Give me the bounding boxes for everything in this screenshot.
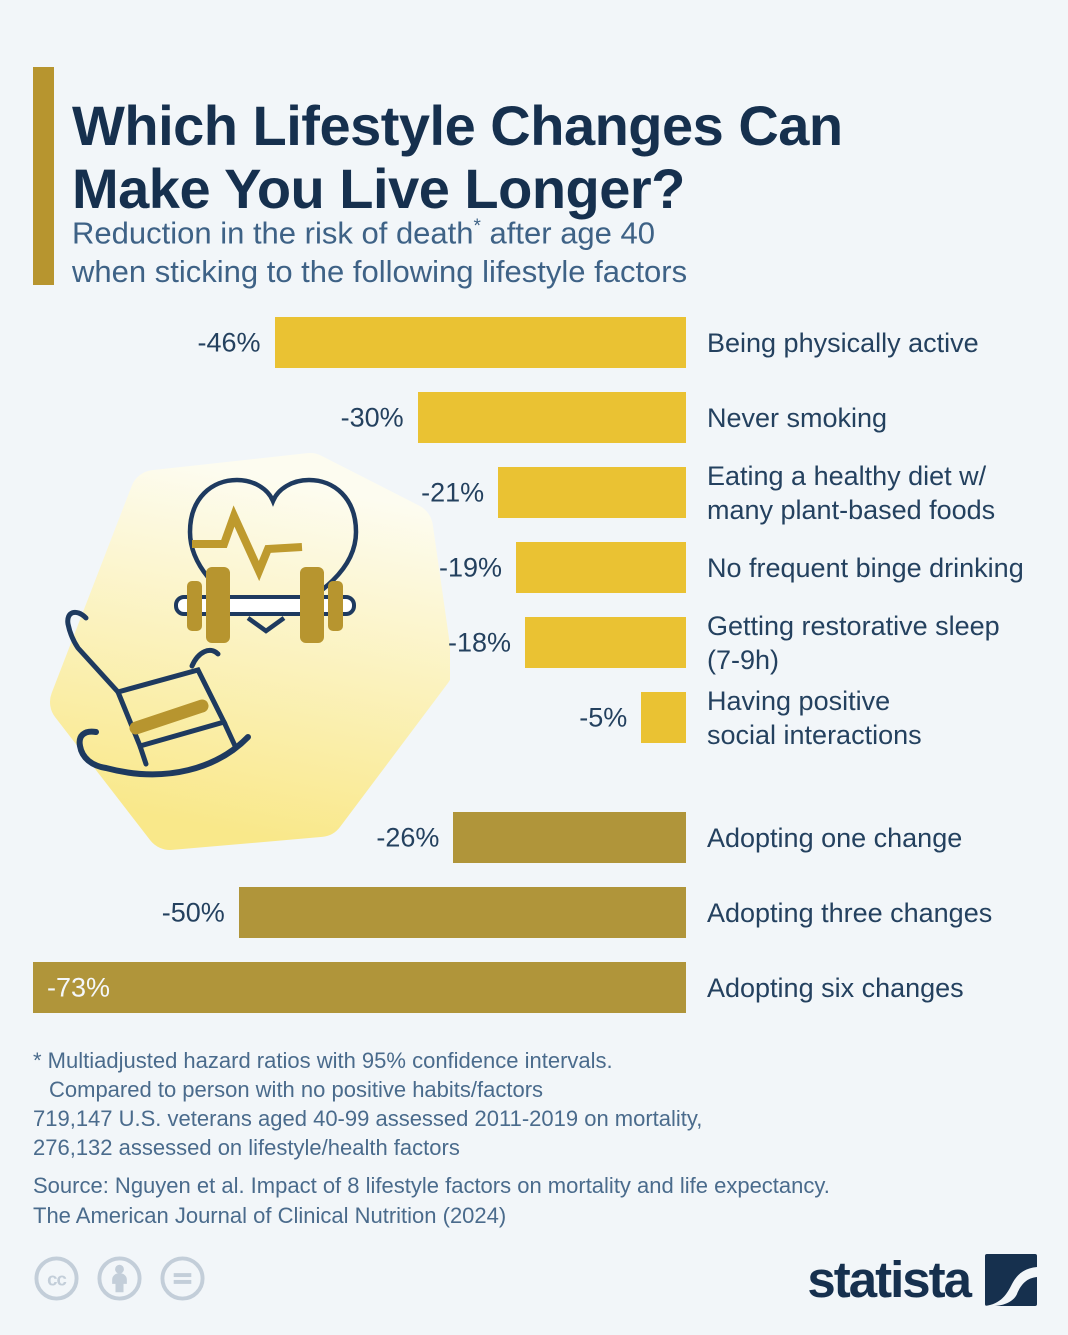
- value-label: -46%: [197, 327, 261, 357]
- chart-row: -21% Eating a healthy diet w/ many plant-…: [33, 455, 995, 530]
- health-illustration: [50, 453, 450, 850]
- category-label: Never smoking: [707, 402, 888, 433]
- subtitle-line-1: Reduction in the risk of death* after ag…: [72, 215, 656, 251]
- footnote-line: Compared to person with no positive habi…: [49, 1077, 544, 1102]
- category-label: Adopting six changes: [707, 972, 964, 1003]
- value-label: -26%: [376, 822, 440, 852]
- chart-row: -50% Adopting three changes: [33, 875, 992, 950]
- bar-chart: -46% Being physically active -30% Never smo…: [33, 305, 1024, 1025]
- bar: [498, 467, 686, 518]
- category-label: No frequent binge drinking: [707, 552, 1024, 583]
- bar: [516, 542, 686, 593]
- value-label: -50%: [161, 897, 225, 927]
- value-label: -19%: [439, 552, 503, 582]
- svg-text:cc: cc: [47, 1268, 66, 1289]
- bar: [238, 887, 686, 938]
- pulse-line: [192, 505, 303, 582]
- chart-row: -30% Never smoking: [33, 380, 887, 455]
- category-label: Getting restorative sleep (7-9h): [707, 610, 1000, 675]
- category-label: Having positive social interactions: [707, 685, 922, 750]
- bar: [417, 392, 686, 443]
- statista-wordmark: statista: [807, 1251, 972, 1308]
- category-label: Adopting one change: [707, 822, 963, 853]
- footnote-line: * Multiadjusted hazard ratios with 95% c…: [33, 1048, 613, 1073]
- category-label: Being physically active: [707, 327, 979, 358]
- heart-pulse-icon: [187, 477, 359, 616]
- chart-subtitle: Reduction in the risk of death* after ag…: [72, 207, 932, 291]
- bar: [641, 692, 686, 743]
- chart-row: -18% Getting restorative sleep (7-9h): [33, 605, 1000, 680]
- source-line-1: Source: Nguyen et al. Impact of 8 lifest…: [33, 1173, 830, 1198]
- title-accent-bar: [33, 67, 54, 285]
- chart-row: -46% Being physically active: [33, 305, 979, 380]
- creative-commons-icons: cc: [33, 1255, 206, 1302]
- dumbbell-icon: [174, 567, 356, 643]
- bar: [274, 317, 686, 368]
- bar: [453, 812, 686, 863]
- statista-logo-icon: [985, 1254, 1037, 1306]
- source-text: Source: Nguyen et al. Impact of 8 lifest…: [33, 1171, 973, 1231]
- no-derivatives-icon: [159, 1255, 206, 1302]
- source-line-2: The American Journal of Clinical Nutriti…: [33, 1203, 507, 1228]
- footnote-line: 719,147 U.S. veterans aged 40-99 assesse…: [33, 1106, 703, 1131]
- page-title: Which Lifestyle Changes Can Make You Liv…: [72, 93, 843, 220]
- footnote-asterisk: *: [473, 216, 481, 237]
- chart-row: -5% Having positive social interactions: [33, 680, 921, 755]
- chart-row: -26% Adopting one change: [33, 800, 962, 875]
- category-label: Adopting three changes: [707, 897, 993, 928]
- rocking-chair-icon: [65, 609, 251, 778]
- value-label: -5%: [579, 702, 628, 732]
- attribution-icon: [96, 1255, 143, 1302]
- statista-brand: statista: [807, 1254, 1037, 1306]
- value-label: -30%: [340, 402, 404, 432]
- bar: [33, 962, 686, 1013]
- value-label: -18%: [447, 627, 511, 657]
- value-label: -21%: [421, 477, 485, 507]
- value-label: -73%: [47, 972, 111, 1002]
- bar: [524, 617, 686, 668]
- footnote-line: 276,132 assessed on lifestyle/health fac…: [33, 1135, 460, 1160]
- subtitle-line-2: when sticking to the following lifestyle…: [72, 254, 688, 290]
- cc-icon: cc: [33, 1255, 80, 1302]
- footnotes: * Multiadjusted hazard ratios with 95% c…: [33, 1046, 973, 1162]
- chart-row: -73% Adopting six changes: [33, 950, 964, 1025]
- category-label: Eating a healthy diet w/ many plant-base…: [707, 460, 996, 525]
- chart-row: -19% No frequent binge drinking: [33, 530, 1024, 605]
